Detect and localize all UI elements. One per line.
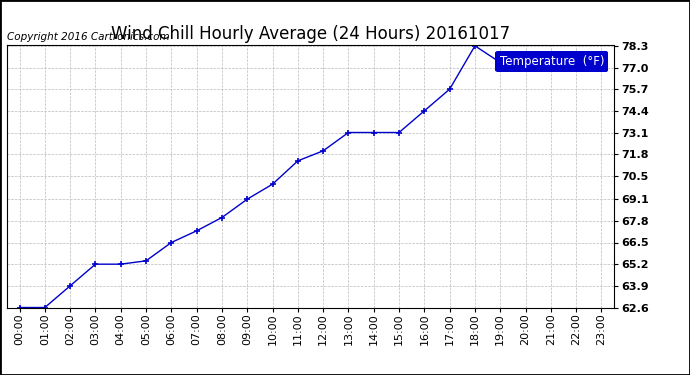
- Title: Wind Chill Hourly Average (24 Hours) 20161017: Wind Chill Hourly Average (24 Hours) 201…: [111, 26, 510, 44]
- Legend: Temperature  (°F): Temperature (°F): [495, 51, 608, 72]
- Text: Copyright 2016 Cartronics.com: Copyright 2016 Cartronics.com: [7, 32, 170, 42]
